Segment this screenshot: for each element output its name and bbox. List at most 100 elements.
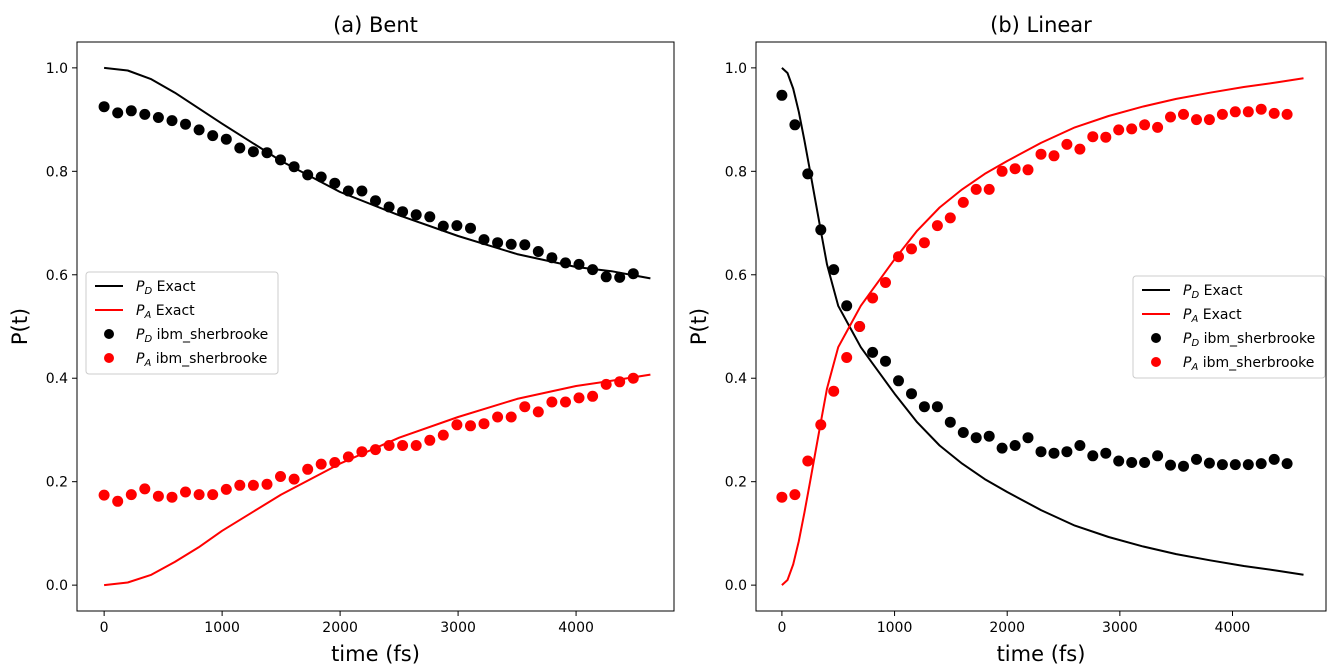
linear-scatter-pd-ibm [776, 89, 1293, 472]
data-point [98, 101, 110, 113]
data-point [220, 483, 232, 495]
legend-label: PD Exact [136, 279, 196, 297]
data-point [342, 451, 354, 463]
x-tick-label: 3000 [440, 620, 476, 636]
data-point [1165, 459, 1176, 471]
data-point [437, 220, 449, 232]
linear-x-axis-label: time (fs) [997, 642, 1086, 666]
legend-frame [85, 271, 279, 375]
data-point [383, 440, 395, 451]
data-point [356, 446, 368, 458]
data-point [1191, 114, 1202, 126]
data-point [492, 411, 504, 423]
bent-axes-frame [76, 41, 675, 612]
bent-scatter-pd-ibm [98, 101, 639, 283]
data-point [370, 444, 381, 456]
data-point [532, 246, 544, 257]
data-point [867, 292, 879, 304]
data-point [1087, 131, 1099, 143]
data-point [1255, 458, 1267, 470]
data-point [944, 416, 956, 428]
data-point [152, 490, 164, 502]
data-point [983, 430, 995, 442]
legend-label: PA ibm_sherbrooke [136, 351, 267, 369]
data-point [370, 195, 381, 207]
data-point [1268, 107, 1280, 119]
data-point [1242, 459, 1254, 471]
data-point [587, 264, 599, 276]
data-point [261, 478, 273, 490]
data-point [573, 392, 585, 404]
data-point [329, 177, 341, 189]
data-point [867, 346, 879, 358]
data-point [776, 491, 788, 503]
data-point [893, 375, 904, 387]
data-point [1113, 455, 1125, 467]
data-point [841, 300, 853, 312]
data-point [776, 89, 788, 101]
bent-x-axis-label: time (fs) [331, 642, 420, 666]
data-point [600, 271, 612, 283]
data-point [519, 401, 531, 413]
x-tick-label: 1000 [204, 620, 240, 636]
data-point [880, 355, 891, 367]
data-point [1061, 138, 1073, 150]
data-point [1255, 103, 1267, 115]
data-point [315, 458, 327, 470]
data-point [614, 376, 626, 388]
data-point [1203, 457, 1215, 469]
data-point [1074, 143, 1086, 155]
linear-title: (b) Linear [990, 13, 1092, 37]
data-point [152, 112, 164, 123]
data-point [802, 455, 814, 467]
legend-label: PA Exact [136, 303, 195, 321]
data-point [1126, 457, 1138, 468]
data-point [1216, 459, 1228, 471]
data-point [166, 491, 178, 503]
linear-y-axis-label: P(t) [687, 308, 711, 345]
data-point [451, 220, 463, 232]
data-point [437, 429, 449, 441]
y-tick-label: 0.0 [46, 578, 68, 594]
data-point [505, 238, 517, 250]
data-point [1242, 106, 1254, 118]
data-point [560, 257, 571, 269]
data-point [906, 243, 917, 255]
data-point [1022, 432, 1034, 444]
data-point [854, 321, 866, 332]
bent-line-pd-exact [103, 66, 651, 280]
data-point [560, 396, 571, 408]
data-point [1035, 148, 1047, 160]
data-point [1009, 163, 1021, 175]
data-point [1165, 111, 1176, 123]
data-point [1203, 114, 1215, 126]
data-point [802, 168, 814, 180]
data-point [207, 489, 219, 501]
data-point [288, 473, 300, 485]
data-point [98, 489, 110, 501]
data-point [1281, 458, 1293, 470]
data-point [1100, 447, 1112, 459]
data-point [1048, 150, 1060, 162]
x-tick-label: 4000 [558, 620, 594, 636]
legend-label: PD Exact [1183, 283, 1243, 301]
data-point [166, 115, 178, 127]
data-point [1268, 453, 1280, 465]
x-tick-label: 2000 [322, 620, 358, 636]
data-point [532, 406, 544, 418]
data-point [1074, 440, 1086, 451]
data-point [180, 118, 191, 130]
data-point [546, 252, 558, 264]
data-point [789, 489, 801, 501]
y-tick-label: 0.0 [725, 578, 747, 594]
data-point [1113, 124, 1125, 136]
linear-line-pd-exact [781, 67, 1304, 576]
data-point [247, 146, 259, 158]
data-point [193, 124, 205, 136]
y-tick-label: 0.2 [46, 475, 68, 491]
data-point [1216, 108, 1228, 120]
data-point [996, 165, 1008, 177]
data-point [880, 277, 891, 288]
y-tick-label: 0.8 [46, 164, 68, 180]
